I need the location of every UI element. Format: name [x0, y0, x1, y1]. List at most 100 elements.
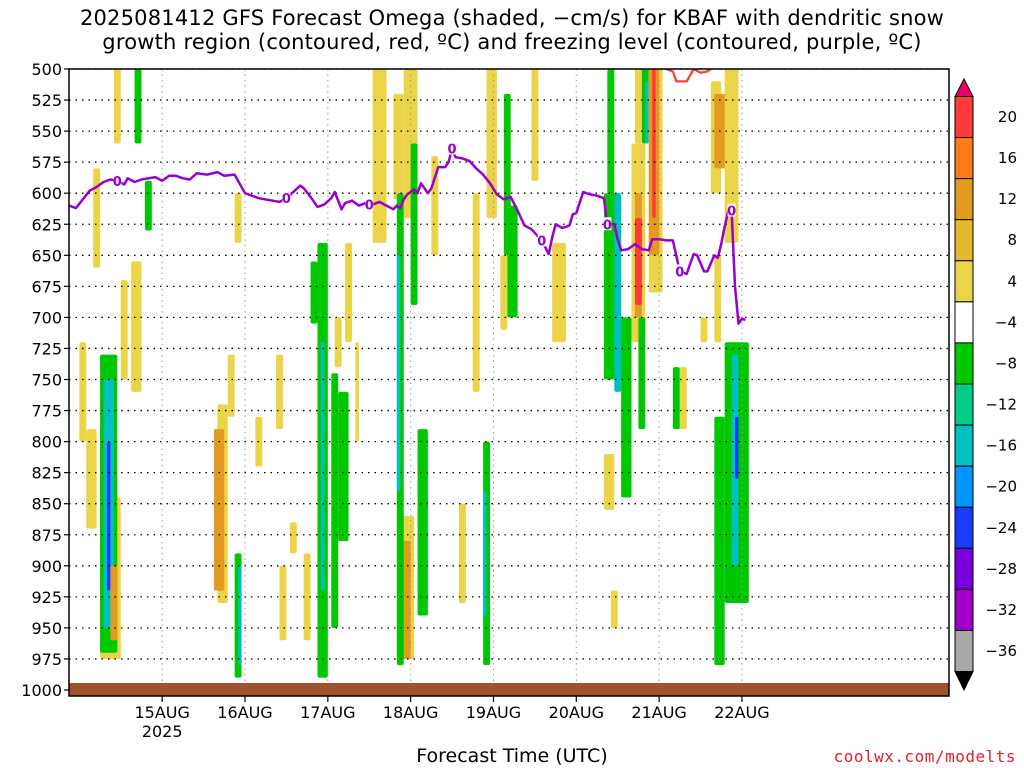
y-tick-label: 700 [31, 308, 62, 327]
colorbar-top-arrow [954, 77, 974, 97]
omega-cell [634, 69, 642, 144]
colorbar-swatch [954, 465, 974, 508]
colorbar-swatch [954, 342, 974, 385]
omega-cell [507, 205, 518, 318]
omega-cell [417, 429, 428, 616]
omega-cell [621, 317, 632, 498]
contour-label-bg [537, 233, 546, 247]
x-tick-label: 17AUG [300, 703, 355, 722]
omega-cell [355, 342, 359, 442]
colorbar-label: 8 [1007, 231, 1017, 249]
contour-label-bg [282, 191, 291, 205]
terrain-band [69, 683, 949, 696]
contour-label-bg [603, 217, 612, 231]
freezing-level-label: 0 [537, 234, 546, 249]
colorbar-label: 16 [998, 149, 1017, 167]
y-tick-label: 600 [31, 184, 62, 203]
contour-label-bg [113, 173, 122, 187]
freezing-level-label: 0 [603, 218, 612, 233]
y-tick-label: 550 [31, 122, 62, 141]
omega-cell [279, 565, 287, 641]
x-tick-label: 19AUG [466, 703, 521, 722]
omega-cell [531, 69, 539, 181]
colorbar-label: −32 [985, 601, 1017, 619]
omega-cell [310, 261, 318, 324]
colorbar-bottom-arrow [954, 671, 974, 692]
omega-cell [652, 69, 656, 219]
contour-label-bg [365, 197, 374, 211]
y-tick-label: 625 [31, 215, 62, 234]
colorbar-swatch [954, 301, 974, 344]
omega-cell [614, 193, 622, 392]
colorbar-swatch [954, 588, 974, 631]
y-tick-label: 825 [31, 464, 62, 483]
contours: 0 0 0 0 0 0 0 0 [69, 69, 746, 325]
colorbar-swatch [954, 629, 974, 673]
colorbar-swatch [954, 506, 974, 549]
freezing-level-label: 0 [365, 198, 374, 213]
y-tick-label: 875 [31, 526, 62, 545]
y-tick-label: 975 [31, 650, 62, 669]
colorbar-label: −12 [985, 396, 1017, 414]
colorbar-swatch [954, 219, 974, 262]
x-tick-label: 15AUG [134, 703, 189, 722]
colorbar-label: −8 [995, 354, 1017, 372]
colorbar-label: −28 [985, 560, 1017, 578]
omega-cell [672, 367, 680, 430]
omega-cell [645, 81, 649, 144]
omega-cell [110, 565, 118, 641]
omega-cell [610, 590, 618, 628]
y-tick-label: 1000 [21, 681, 62, 700]
y-tick-label: 500 [31, 60, 62, 79]
y-tick-label: 650 [31, 246, 62, 265]
site-credit[interactable]: coolwx.com/modelts [833, 747, 1016, 766]
omega-cell [213, 429, 225, 591]
omega-cell [120, 280, 128, 380]
y-tick-label: 950 [31, 619, 62, 638]
x-tick-label: 20AUG [549, 703, 604, 722]
colorbar-swatch [954, 137, 974, 180]
omega-cell [227, 354, 235, 417]
omega-cell [486, 69, 497, 219]
omega-cell [638, 317, 646, 430]
colorbar-swatch [954, 260, 974, 303]
freezing-level-label: 0 [282, 192, 291, 207]
omega-cell [134, 69, 142, 144]
y-tick-label: 900 [31, 557, 62, 576]
contour-label-bg [675, 264, 684, 278]
y-tick-label: 575 [31, 153, 62, 172]
colorbar-swatch [954, 424, 974, 467]
colorbar-swatch [954, 547, 974, 590]
omega-cell [724, 69, 739, 243]
omega-cell [714, 255, 722, 343]
y-tick-label: 925 [31, 588, 62, 607]
omega-cell [679, 367, 687, 430]
colorbar: 20 16 12 8 4 −4 −8 −12 −16 −20 −24 −28 −32 −36 [954, 77, 1017, 692]
omega-cell [238, 565, 242, 666]
y-axis: 500 525 550 575 600 625 650 675 700 725 750 775 800 8… [21, 60, 69, 700]
omega-cell [303, 553, 311, 641]
freezing-level-label: 0 [675, 265, 684, 280]
omega-cell [234, 193, 242, 243]
chart-title-line1: 2025081412 GFS Forecast Omega (shaded, −… [79, 6, 945, 30]
omega-cell [113, 69, 121, 144]
omega-cell [86, 429, 97, 529]
x-tick-label: 22AUG [714, 703, 769, 722]
omega-cell [714, 416, 725, 666]
grid-lines [69, 68, 949, 696]
contour-label-bg [727, 203, 736, 217]
omega-cell [331, 373, 339, 628]
omega-cell [458, 503, 466, 604]
omega-cell [396, 255, 401, 492]
omega-cell [634, 218, 642, 305]
colorbar-label: −4 [995, 313, 1017, 331]
y-tick-label: 850 [31, 495, 62, 514]
omega-shading [79, 69, 749, 678]
colorbar-swatch [954, 383, 974, 426]
omega-cell [393, 93, 404, 200]
omega-cell [106, 441, 111, 591]
x-axis-label: Forecast Time (UTC) [416, 745, 608, 767]
omega-cell [334, 317, 342, 368]
